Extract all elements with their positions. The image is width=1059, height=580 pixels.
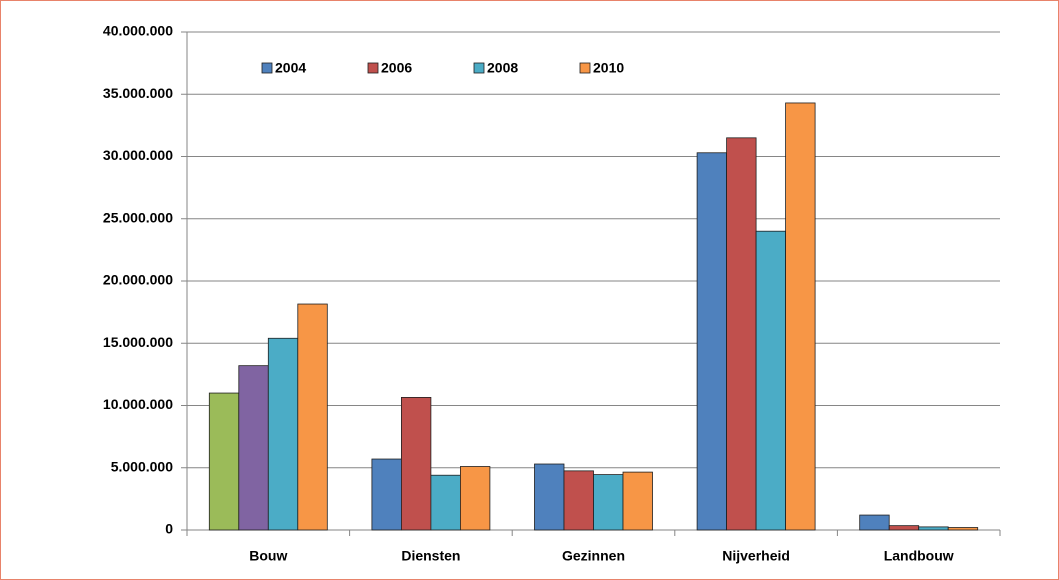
x-tick-label: Nijverheid bbox=[722, 548, 790, 564]
bar bbox=[888, 525, 920, 531]
y-tick-label: 10.000.000 bbox=[103, 396, 173, 412]
y-tick-label: 40.000.000 bbox=[103, 23, 173, 39]
bar bbox=[785, 102, 816, 531]
y-tick-label: 0 bbox=[165, 521, 173, 537]
y-tick-label: 25.000.000 bbox=[103, 209, 173, 225]
legend-label: 2010 bbox=[593, 60, 624, 76]
bar bbox=[563, 470, 594, 531]
bar bbox=[208, 392, 240, 531]
legend-swatch bbox=[367, 62, 379, 74]
bar bbox=[726, 137, 757, 531]
bar bbox=[430, 474, 461, 531]
legend-swatch bbox=[579, 62, 591, 74]
bar bbox=[400, 397, 432, 531]
bar bbox=[534, 463, 565, 531]
bar bbox=[696, 152, 727, 531]
y-tick-label: 30.000.000 bbox=[103, 147, 173, 163]
x-tick-label: Gezinnen bbox=[562, 548, 625, 564]
bar bbox=[297, 303, 328, 531]
y-tick-label: 5.000.000 bbox=[111, 458, 173, 474]
bar bbox=[622, 471, 653, 531]
bar bbox=[859, 514, 890, 531]
legend-label: 2006 bbox=[381, 60, 412, 76]
legend-label: 2004 bbox=[275, 60, 306, 76]
bar bbox=[371, 458, 402, 531]
x-tick-label: Bouw bbox=[249, 548, 287, 564]
bar bbox=[459, 466, 491, 531]
legend-swatch bbox=[261, 62, 273, 74]
bar bbox=[947, 527, 979, 531]
bar bbox=[267, 337, 299, 531]
legend-label: 2008 bbox=[487, 60, 518, 76]
y-tick-label: 35.000.000 bbox=[103, 85, 173, 101]
bar bbox=[755, 230, 786, 531]
bar bbox=[238, 365, 269, 531]
y-tick-label: 20.000.000 bbox=[103, 272, 173, 288]
bar bbox=[593, 474, 624, 531]
x-tick-label: Diensten bbox=[401, 548, 460, 564]
legend-swatch bbox=[473, 62, 485, 74]
x-tick-label: Landbouw bbox=[884, 548, 954, 564]
y-tick-label: 15.000.000 bbox=[103, 334, 173, 350]
bar bbox=[918, 526, 949, 531]
